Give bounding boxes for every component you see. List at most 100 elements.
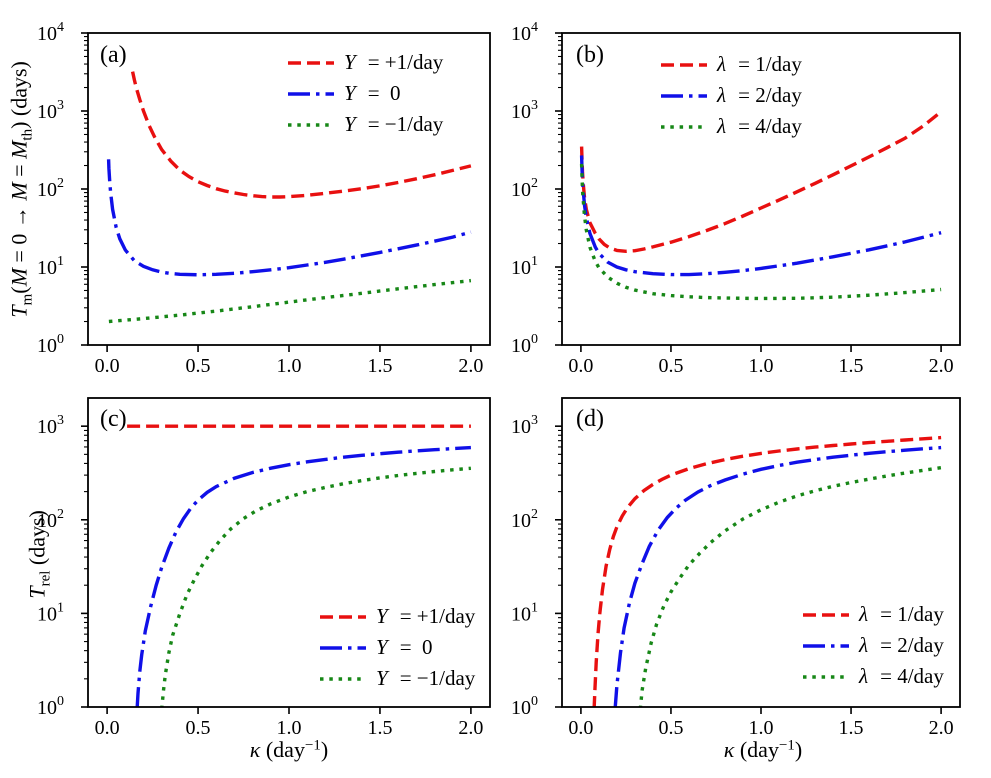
legend-panel-d: λ = 1/day λ = 2/day λ = 4/day xyxy=(802,599,944,692)
y-tick-label: 102 xyxy=(37,176,64,201)
legend-panel-c: Y = +1/day Y = 0 Y = −1/day xyxy=(319,601,475,694)
legend-label-var: λ xyxy=(717,83,727,107)
label-segment: T xyxy=(24,586,50,599)
legend-entry: λ = 1/day xyxy=(802,599,944,630)
legend-line-sample xyxy=(661,93,707,98)
legend-label: = 2/day xyxy=(880,633,944,657)
x-tick-label: 2.0 xyxy=(458,717,483,739)
legend-label-var: Y xyxy=(376,635,388,659)
panel-a: 0.0 0.5 1.0 1.5 2.0 100 101 102 103 104 xyxy=(37,20,491,377)
y-tick-label: 101 xyxy=(37,254,64,279)
y-tick-label: 102 xyxy=(511,507,538,532)
label-segment: rel xyxy=(37,570,54,587)
legend-label-var: Y xyxy=(344,112,356,136)
y-tick-label: 104 xyxy=(511,20,538,45)
panel-a-curve-1 xyxy=(106,159,472,277)
legend-label: = 4/day xyxy=(738,114,802,138)
legend-entry: Y = +1/day xyxy=(319,601,475,632)
legend-entry: Y = −1/day xyxy=(319,663,475,694)
legend-line-sample xyxy=(661,62,707,67)
label-segment: ) (days) xyxy=(6,61,32,129)
label-segment: (day xyxy=(260,737,305,762)
panel-b-curve-2 xyxy=(579,163,942,301)
x-tick-label: 2.0 xyxy=(929,355,954,377)
legend-label-var: Y xyxy=(344,81,356,105)
legend-label: = 0 xyxy=(399,635,433,659)
legend-line-sample xyxy=(320,676,366,681)
panel-a-curve-0 xyxy=(130,71,472,199)
legend-line-sample xyxy=(320,614,366,619)
label-segment: T xyxy=(6,305,32,318)
panel-tag-a: (a) xyxy=(100,42,127,68)
x-tick-label: 2.0 xyxy=(458,355,483,377)
legend-entry: Y = 0 xyxy=(319,632,475,663)
y-tick-label: 103 xyxy=(511,413,538,438)
x-tick-label: 1.0 xyxy=(749,717,774,739)
legend-line-sample xyxy=(288,60,334,65)
legend-entry: Y = 0 xyxy=(287,78,443,109)
label-segment: M xyxy=(6,140,32,159)
legend-line-sample xyxy=(803,674,849,679)
label-segment: κ xyxy=(723,737,735,762)
label-segment: th xyxy=(19,128,36,141)
legend-panel-b: λ = 1/day λ = 2/day λ = 4/day xyxy=(660,49,802,142)
y-tick-label: 100 xyxy=(37,332,64,357)
panel-d-curve-2 xyxy=(638,466,942,707)
x-tick-label: 1.0 xyxy=(749,355,774,377)
panel-tag-b: (b) xyxy=(576,42,604,68)
x-tick-label: 0.0 xyxy=(95,717,120,739)
panel-b-frame xyxy=(561,32,961,346)
y-tick-label: 101 xyxy=(511,600,538,625)
x-tick-label: 1.5 xyxy=(367,355,392,377)
legend-entry: λ = 2/day xyxy=(802,630,944,661)
x-tick-label: 0.0 xyxy=(568,355,593,377)
x-tick-label: 1.5 xyxy=(839,717,864,739)
x-tick-label: 0.5 xyxy=(186,355,211,377)
legend-label: = 4/day xyxy=(880,664,944,688)
panel-b-curve-1 xyxy=(579,155,942,277)
label-segment: = 0 → xyxy=(6,200,32,269)
label-segment: M xyxy=(6,182,32,201)
x-tick-label: 1.0 xyxy=(277,717,302,739)
panel-d-curve-1 xyxy=(613,445,942,707)
label-segment: ( xyxy=(6,286,32,294)
x-tick-label: 0.5 xyxy=(658,355,683,377)
legend-line-sample xyxy=(320,645,366,650)
label-segment: (days) xyxy=(24,510,50,571)
x-tick-label: 1.5 xyxy=(367,717,392,739)
legend-entry: λ = 1/day xyxy=(660,49,802,80)
panel-a-curve-2 xyxy=(108,278,472,324)
legend-label-var: Y xyxy=(344,50,356,74)
legend-label-var: λ xyxy=(859,664,869,688)
legend-entry: λ = 2/day xyxy=(660,80,802,111)
y-axis-label-c: Trel (days) xyxy=(25,434,56,674)
legend-label: = 0 xyxy=(367,81,401,105)
label-segment: −1 xyxy=(778,737,795,754)
label-segment: M xyxy=(6,268,32,287)
legend-label-var: λ xyxy=(717,52,727,76)
legend-label: = −1/day xyxy=(367,112,444,136)
y-tick-label: 100 xyxy=(511,694,538,719)
label-segment: κ xyxy=(249,737,261,762)
legend-label: = +1/day xyxy=(399,604,476,628)
panel-c-frame xyxy=(87,397,491,708)
y-tick-label: 104 xyxy=(37,20,64,45)
label-segment: (day xyxy=(734,737,779,762)
legend-line-sample xyxy=(803,612,849,617)
legend-line-sample xyxy=(288,91,334,96)
legend-label: = 1/day xyxy=(738,52,802,76)
panel-d-frame xyxy=(561,397,961,708)
x-tick-label: 0.0 xyxy=(568,717,593,739)
legend-entry: λ = 4/day xyxy=(802,661,944,692)
x-axis-label-d: κ (day−1) xyxy=(643,737,883,763)
panel-c-curve-1 xyxy=(135,445,471,707)
legend-entry: Y = +1/day xyxy=(287,47,443,78)
panel-c-curve-2 xyxy=(160,466,472,707)
legend-line-sample xyxy=(661,124,707,129)
y-tick-label: 100 xyxy=(37,694,64,719)
x-tick-label: 0.0 xyxy=(95,355,120,377)
label-segment: ) xyxy=(794,737,803,762)
x-tick-label: 1.5 xyxy=(839,355,864,377)
x-tick-label: 2.0 xyxy=(929,717,954,739)
